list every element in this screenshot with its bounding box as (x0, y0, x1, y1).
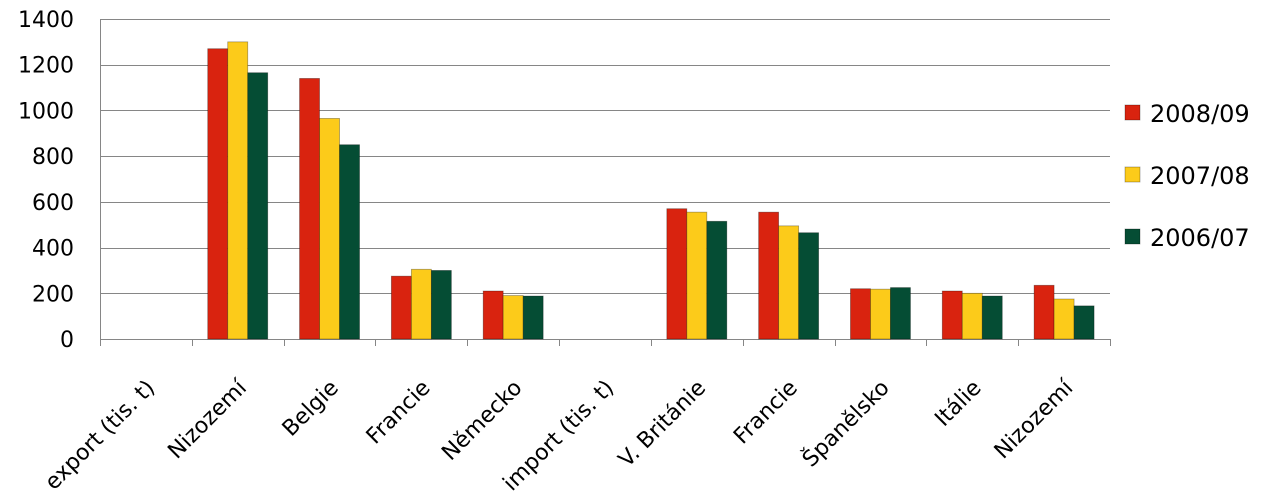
bar (778, 225, 800, 340)
bar (410, 268, 432, 340)
legend-swatch (1124, 228, 1141, 245)
y-tick-label: 200 (32, 282, 74, 307)
bar (1033, 284, 1055, 340)
x-tick-label: Francie (362, 376, 436, 450)
legend-label: 2007/08 (1150, 162, 1250, 190)
legend-label: 2008/09 (1150, 100, 1250, 128)
legend-swatch (1124, 166, 1141, 183)
bar (890, 287, 911, 340)
y-tick-label: 800 (32, 145, 74, 170)
bar (522, 295, 544, 340)
legend-label: 2006/07 (1150, 224, 1250, 252)
x-tick-label: Německo (437, 376, 527, 466)
bar (798, 232, 820, 340)
bar (502, 295, 524, 340)
bar (961, 292, 983, 340)
y-tick-label: 1200 (18, 54, 74, 79)
x-tick-label: V. Británie (614, 376, 711, 473)
bar (941, 290, 963, 340)
bar (299, 78, 320, 340)
x-tick-label: Nizozemí (990, 375, 1079, 464)
y-tick-label: 1000 (18, 99, 74, 124)
x-tick-label: Belgie (278, 376, 344, 442)
bar (1053, 298, 1075, 340)
bar (430, 270, 452, 340)
gridlines (100, 19, 1110, 294)
bar (207, 48, 229, 340)
x-tick-label: Nizozemí (163, 375, 252, 464)
y-tick-label: 0 (60, 328, 74, 353)
y-tick-label: 400 (32, 237, 74, 262)
y-tick-label: 600 (32, 191, 74, 216)
axes (100, 19, 1111, 346)
bar (850, 288, 871, 340)
legend-swatch (1124, 104, 1141, 121)
labels: 0 200 400 600 800 1000 1200 1400 export (tis. t)… (18, 8, 1079, 496)
bar (981, 295, 1003, 340)
bar (247, 72, 269, 340)
bar (870, 288, 891, 340)
bar (390, 275, 412, 340)
bar (319, 118, 340, 340)
bars (207, 41, 1095, 340)
bar (686, 211, 708, 340)
x-tick-label: Francie (729, 376, 803, 450)
bar (758, 211, 780, 340)
legend: 2008/09 2007/08 2006/07 (1124, 100, 1250, 252)
x-tick-label: Itálie (930, 376, 986, 432)
bar (482, 290, 504, 340)
bar (1073, 305, 1095, 340)
bar (227, 41, 249, 340)
bar (666, 208, 688, 340)
bar (706, 220, 728, 340)
y-tick-label: 1400 (18, 8, 74, 33)
x-tick-label: export (tis. t) (40, 376, 160, 496)
x-tick-label: Španělsko (797, 375, 895, 473)
bar (339, 144, 360, 340)
